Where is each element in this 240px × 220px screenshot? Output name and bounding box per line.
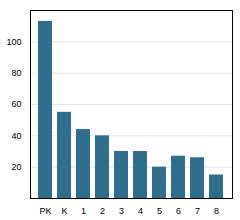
svg-text:4: 4 [138,206,143,216]
svg-text:20: 20 [11,162,21,172]
svg-text:8: 8 [214,206,219,216]
svg-text:60: 60 [11,99,21,109]
svg-text:1: 1 [81,206,86,216]
svg-text:100: 100 [6,37,21,47]
svg-text:6: 6 [176,206,181,216]
svg-text:3: 3 [119,206,124,216]
svg-text:7: 7 [195,206,200,216]
svg-text:40: 40 [11,131,21,141]
svg-text:5: 5 [157,206,162,216]
svg-text:80: 80 [11,68,21,78]
svg-text:PK: PK [39,206,51,216]
svg-text:K: K [61,206,67,216]
svg-text:2: 2 [100,206,105,216]
